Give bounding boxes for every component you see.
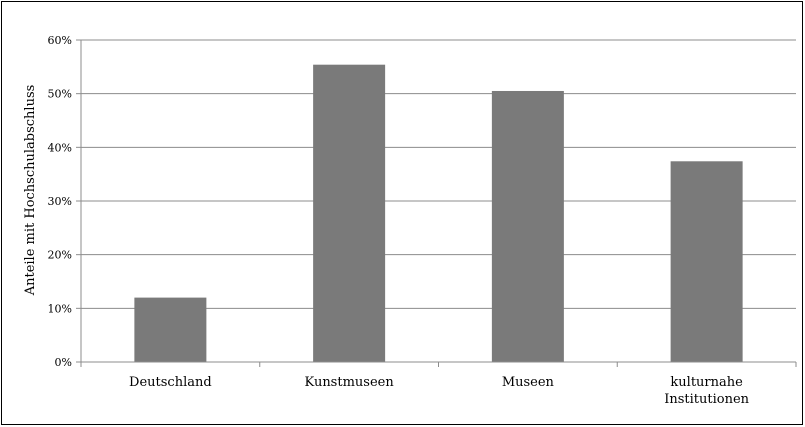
axes bbox=[76, 39, 797, 367]
y-tick-label: 20% bbox=[48, 249, 72, 262]
x-category-label: Museen bbox=[502, 375, 555, 390]
x-category-labels: Deutschland Kunstmuseen Museen kulturnahe In… bbox=[129, 375, 750, 407]
bar bbox=[134, 297, 207, 362]
y-tick-label: 10% bbox=[48, 302, 72, 315]
y-tick-labels: 0% 10% 20% 30% 40% 50% 60% bbox=[48, 34, 72, 369]
y-tick-label: 30% bbox=[48, 195, 72, 208]
y-tick-label: 0% bbox=[55, 356, 72, 369]
y-axis-label: Anteile mit Hochschulabschluss bbox=[23, 85, 38, 297]
x-category-label: Kunstmuseen bbox=[305, 375, 395, 390]
x-category-label: kulturnahe bbox=[670, 375, 743, 390]
x-category-label: Deutschland bbox=[129, 375, 212, 390]
x-category-label: Institutionen bbox=[664, 392, 749, 407]
bar bbox=[670, 161, 743, 362]
y-tick-label: 60% bbox=[48, 34, 72, 47]
bar bbox=[313, 64, 386, 362]
y-tick-label: 40% bbox=[48, 141, 72, 154]
bar bbox=[491, 90, 564, 362]
y-tick-label: 50% bbox=[48, 88, 72, 101]
bars bbox=[134, 64, 743, 362]
